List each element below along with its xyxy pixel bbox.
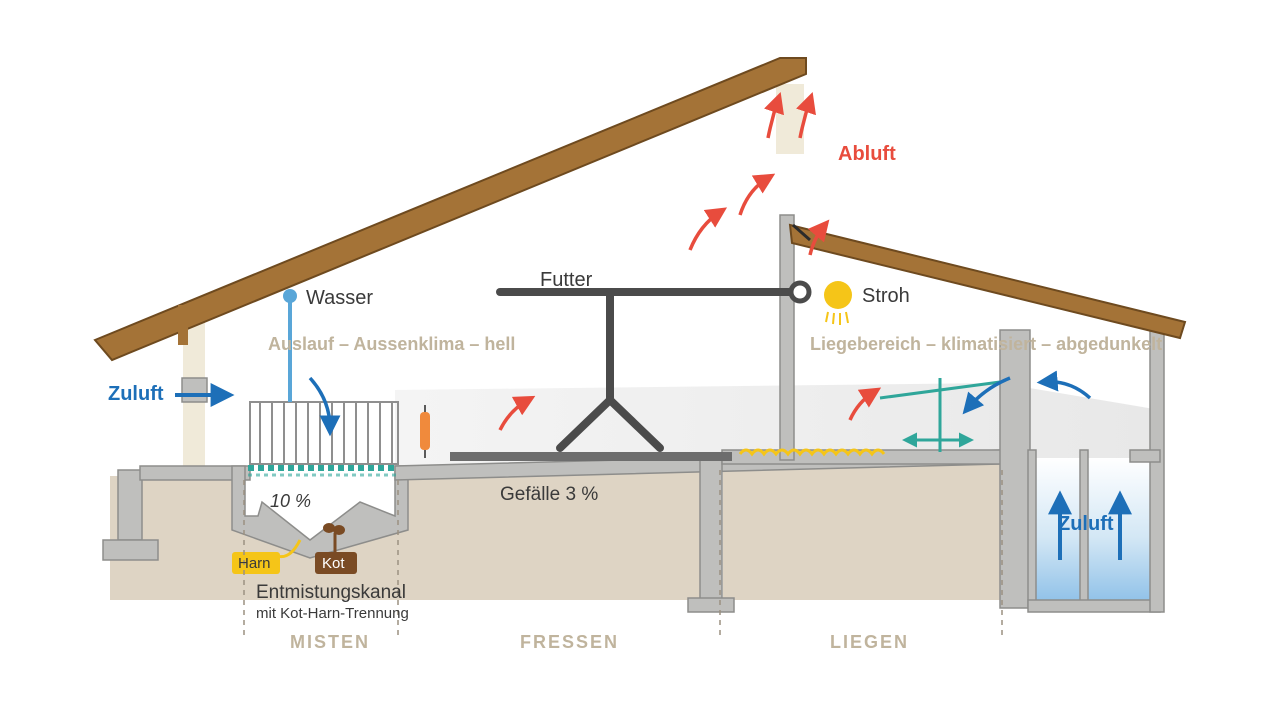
fence [250,402,398,464]
roof-right [790,225,1185,338]
barn-cross-section: Zuluft Zuluft Abluft Wasser Futter Stroh… [0,0,1280,720]
label-abluft: Abluft [838,143,896,165]
zone-fressen: FRESSEN [520,632,619,652]
label-zuluft-left: Zuluft [108,383,164,405]
label-zuluft-chamber: Zuluft [1058,513,1114,535]
roof-vent-gap [776,84,804,154]
label-kanal-1: Entmistungskanal [256,582,406,603]
label-wasser: Wasser [306,287,373,309]
straw-dispenser [824,281,852,325]
label-stroh: Stroh [862,285,910,307]
feed-trough [450,452,732,461]
label-futter: Futter [540,269,593,291]
slatted-floor [248,468,398,475]
label-gefaelle: Gefälle 3 % [500,484,598,505]
zone-misten: MISTEN [290,632,370,652]
label-kanal-2: mit Kot-Harn-Trennung [256,605,409,622]
roof-left [95,58,806,360]
label-kot: Kot [322,555,345,572]
label-10pct: 10 % [270,491,311,511]
label-liegebereich: Liegebereich – klimatisiert – abgedunkel… [810,334,1162,354]
label-harn: Harn [238,555,271,572]
zone-liegen: LIEGEN [830,632,909,652]
label-auslauf: Auslauf – Aussenklima – hell [268,334,515,354]
